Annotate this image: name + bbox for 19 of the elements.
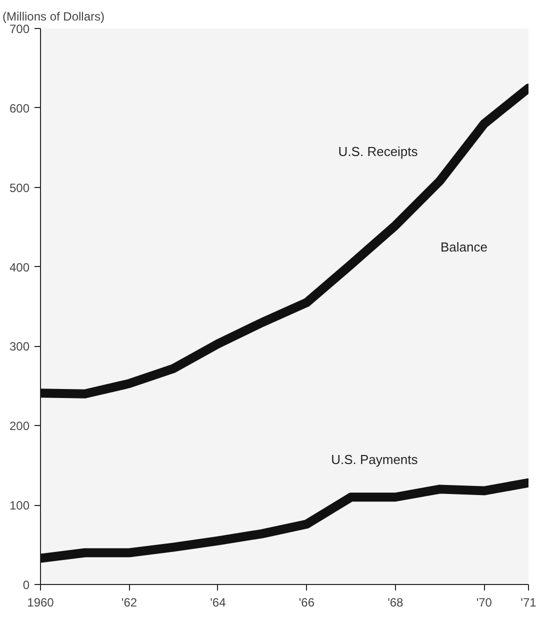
y-tick-label: 700 [9,22,30,36]
series-label: U.S. Payments [331,452,418,468]
x-tick-label: '62 [121,596,138,610]
y-tick-label: 400 [9,260,30,274]
text: U.S. Receipts [338,144,418,160]
y-tick-label: 300 [9,340,30,354]
y-tick-label: 500 [9,180,30,195]
y-tick-label: 200 [9,419,30,434]
x-tick-label: '68 [388,596,404,610]
y-tick-label: 100 [9,498,30,513]
y-axis-title: (Millions of Dollars) [2,10,105,24]
x-tick-label: '70 [476,596,492,610]
y-tick-label: 0 [22,578,30,592]
x-tick-label: '71 [520,596,537,610]
x-tick-label: 1960 [27,596,54,610]
annotation: Balance [440,240,488,254]
y-tick-label: 600 [9,101,30,116]
x-tick-label: '66 [298,596,315,610]
x-tick-label: '64 [210,596,226,610]
